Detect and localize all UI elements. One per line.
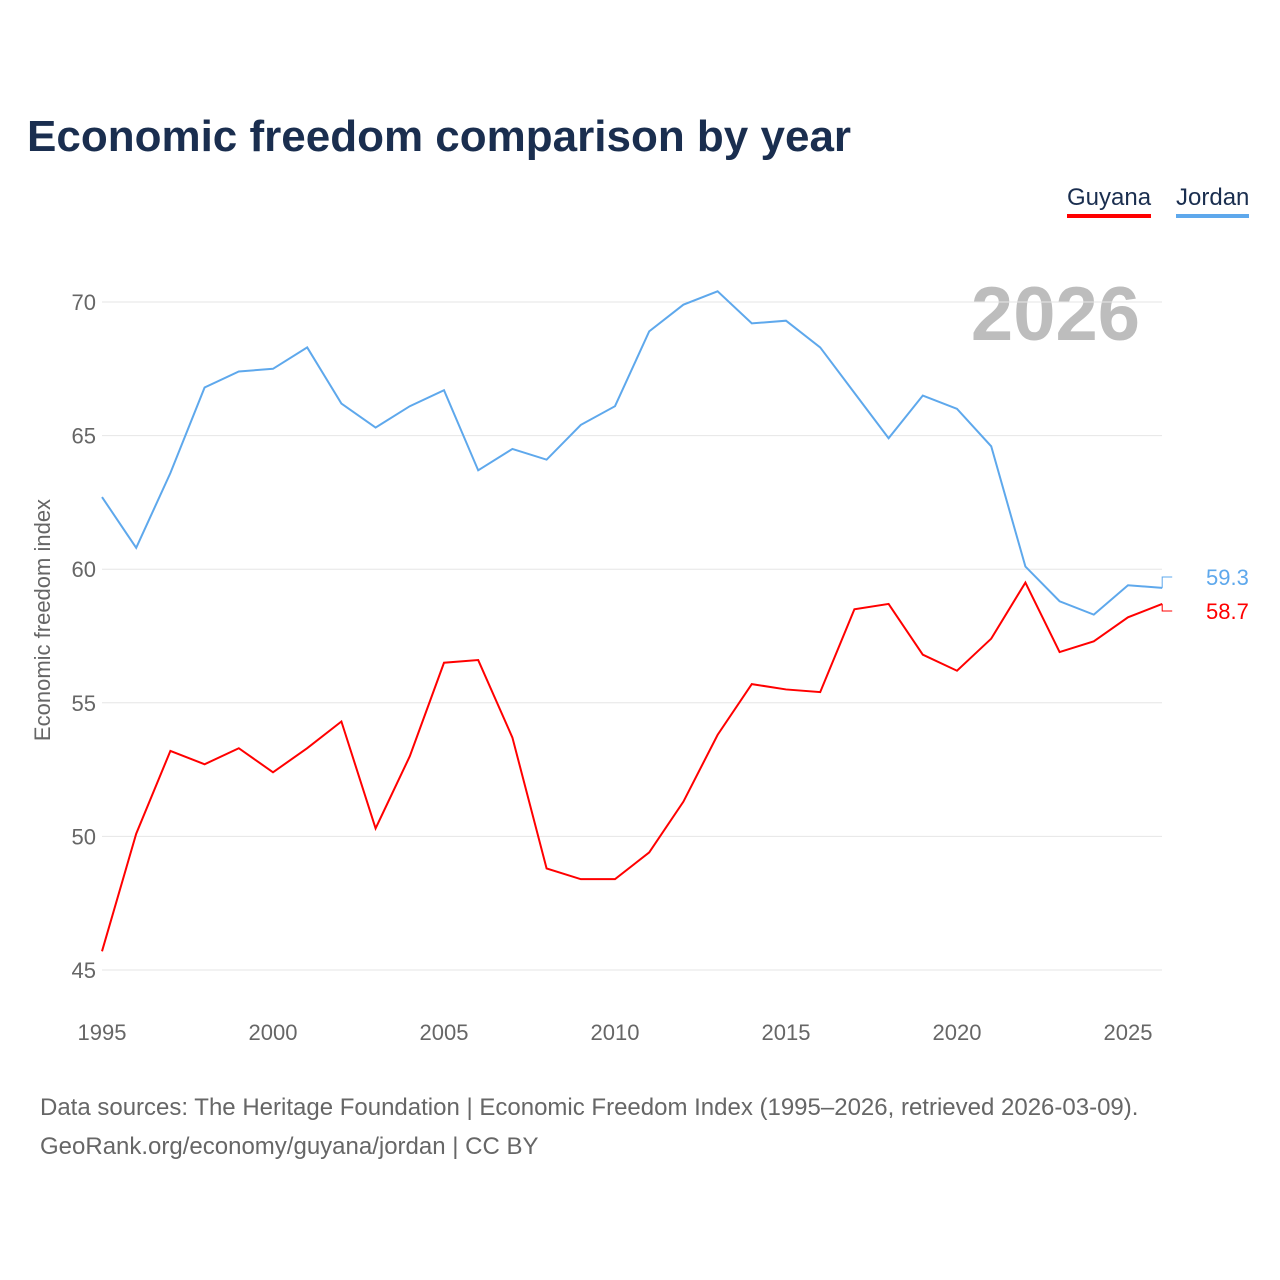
y-axis-label: Economic freedom index	[30, 499, 55, 741]
x-tick-label: 2005	[420, 1020, 469, 1045]
y-tick-label: 45	[72, 958, 96, 983]
end-connector	[1161, 576, 1173, 588]
series-line-guyana	[101, 580, 1163, 952]
flag-guyana-icon	[1174, 598, 1200, 624]
flag-triangle	[1174, 601, 1184, 621]
legend-jordan[interactable]: Jordan	[1176, 184, 1250, 218]
x-tick-label: 2015	[762, 1020, 811, 1045]
x-tick-label: 2020	[933, 1020, 982, 1045]
x-tick-label: 1995	[78, 1020, 127, 1045]
x-tick-label: 2010	[591, 1020, 640, 1045]
year-watermark: 2026	[971, 272, 1140, 357]
y-tick-label: 55	[72, 691, 96, 716]
x-tick-label: 2000	[249, 1020, 298, 1045]
y-tick-label: 65	[72, 424, 96, 449]
flag-border	[1174, 599, 1186, 623]
x-tick-label: 2025	[1104, 1020, 1153, 1045]
end-value-label: 58.7	[1206, 599, 1249, 624]
flag-stripe	[1174, 564, 1200, 573]
flag-border	[1174, 598, 1200, 624]
y-tick-label: 50	[72, 824, 96, 849]
legend-guyana[interactable]: Guyana	[1067, 184, 1152, 218]
flag-stripe	[1174, 573, 1200, 582]
flag-triangle	[1174, 564, 1187, 590]
source-text: Data sources: The Heritage Foundation | …	[40, 1094, 1139, 1121]
footer: Data sources: The Heritage Foundation | …	[40, 1088, 1138, 1166]
flag-stripe	[1174, 582, 1200, 591]
end-connector	[1161, 603, 1173, 612]
y-tick-label: 70	[72, 290, 96, 315]
flag-field	[1174, 598, 1200, 624]
end-value-label: 59.3	[1206, 565, 1249, 590]
series-line-jordan	[101, 290, 1163, 616]
source-link[interactable]: GeoRank.org/economy/guyana/jordan | CC B…	[40, 1133, 539, 1160]
flag-jordan-icon	[1174, 564, 1200, 591]
y-tick-label: 60	[72, 557, 96, 582]
flag-arrow	[1174, 600, 1197, 622]
chart-title: Economic freedom comparison by year	[27, 112, 852, 161]
flag-star	[1177, 575, 1181, 579]
